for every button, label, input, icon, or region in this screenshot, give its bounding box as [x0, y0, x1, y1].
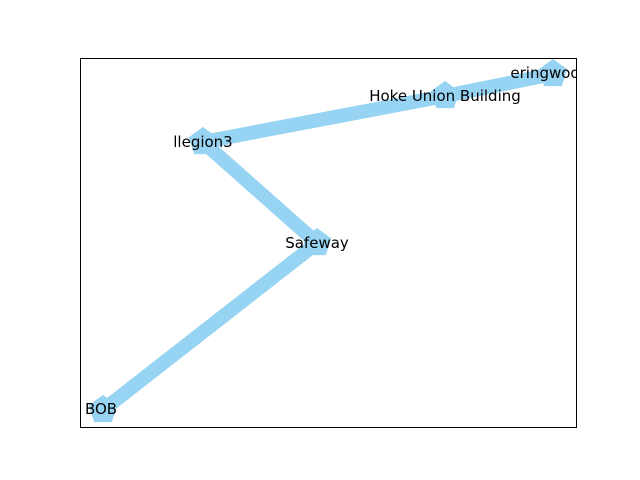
node-label-bob: BOB — [85, 400, 117, 418]
edge-safeway-bob — [98, 237, 322, 416]
node-label-eringwood: eringwoo — [510, 64, 579, 82]
nodes-layer — [88, 59, 568, 423]
edge-eringwood-hoke — [443, 67, 555, 103]
edges-layer — [98, 67, 555, 416]
node-eringwood — [538, 59, 568, 87]
labels-layer: eringwoo Hoke Union Building llegion3 Safew… — [85, 64, 579, 418]
plot-area: eringwoo Hoke Union Building llegion3 Safew… — [80, 58, 579, 428]
node-safeway — [302, 228, 332, 256]
node-label-safeway: Safeway — [285, 234, 349, 252]
node-label-hoke: Hoke Union Building — [369, 87, 521, 105]
node-hoke — [430, 81, 460, 109]
edge-llegion3-safeway — [198, 136, 322, 249]
node-label-llegion3: llegion3 — [173, 133, 232, 151]
edge-hoke-llegion3 — [201, 89, 447, 149]
node-bob — [88, 395, 118, 423]
axes-frame — [80, 58, 577, 428]
node-llegion3 — [188, 127, 218, 155]
